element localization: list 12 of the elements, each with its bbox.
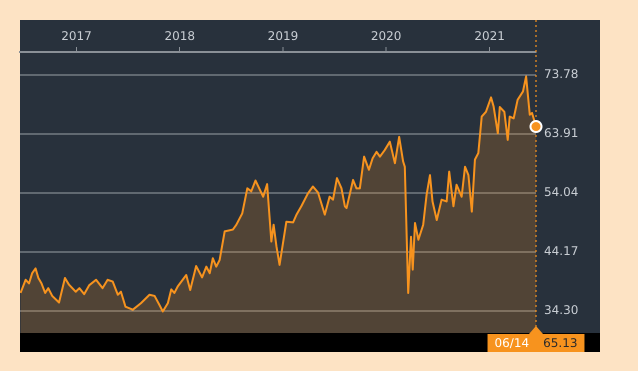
text: 06/14 <box>494 336 530 350</box>
x-tick-label: 2017 <box>61 28 92 43</box>
x-tick-label: 2019 <box>268 28 298 43</box>
x-tick-label: 2020 <box>370 28 402 43</box>
y-tick-label: 54.04 <box>544 184 578 199</box>
x-tick-label: 2021 <box>474 28 505 43</box>
text: 65.13 <box>543 336 578 350</box>
y-tick-label: 63.91 <box>544 126 578 140</box>
y-tick-label: 44.17 <box>544 244 578 258</box>
y-tick-label: 34.30 <box>544 303 578 318</box>
y-tick-label: 73.78 <box>544 66 578 81</box>
x-tick-label: 2018 <box>164 28 196 43</box>
